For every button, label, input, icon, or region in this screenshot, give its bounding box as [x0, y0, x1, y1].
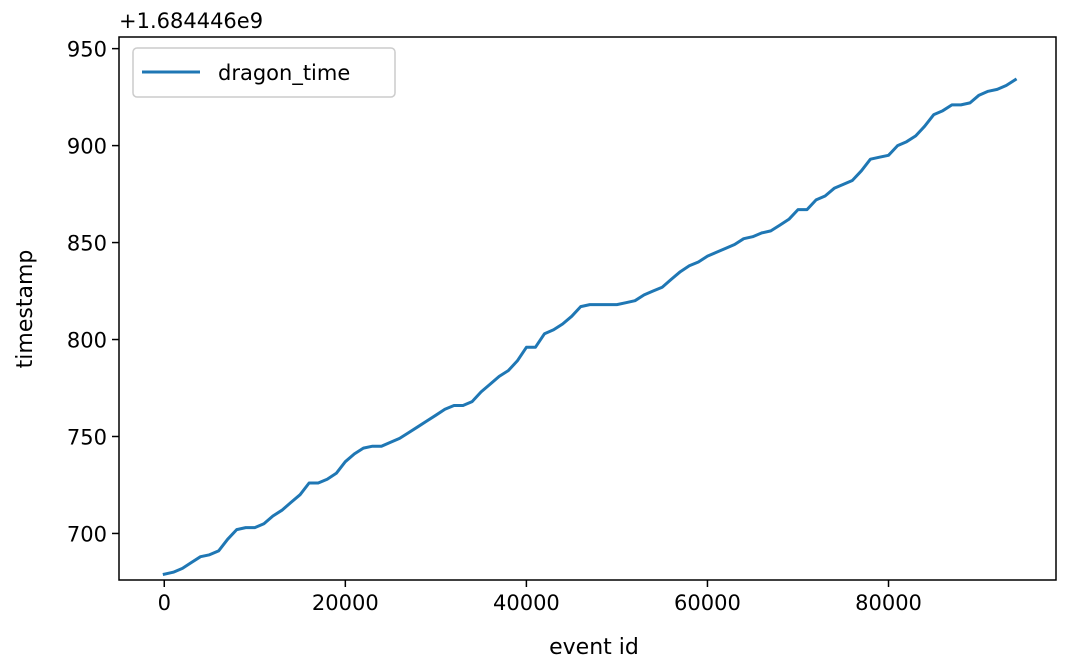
x-tick-label: 80000 [855, 591, 922, 615]
y-tick-label: 950 [67, 38, 107, 62]
y-tick-label: 800 [67, 329, 107, 353]
y-tick-label: 850 [67, 232, 107, 256]
x-tick-label: 60000 [674, 591, 741, 615]
x-axis-label: event id [549, 635, 639, 660]
y-axis-ticks: 700 750 800 850 900 950 [67, 38, 119, 546]
plot-area [119, 37, 1056, 580]
y-tick-label: 750 [67, 425, 107, 449]
x-tick-label: 0 [158, 591, 171, 615]
y-offset-label: +1.684446e9 [119, 9, 263, 33]
x-tick-label: 40000 [493, 591, 560, 615]
plot-frame [118, 36, 1057, 581]
x-axis-ticks: 0 20000 40000 60000 80000 [158, 580, 922, 615]
x-tick-label: 20000 [312, 591, 379, 615]
y-tick-label: 700 [67, 522, 107, 546]
y-axis-label: timestamp [13, 250, 38, 369]
y-tick-label: 900 [67, 135, 107, 159]
series-line-dragon-time [162, 77, 1018, 576]
legend: dragon_time [132, 47, 396, 98]
legend-box [132, 47, 396, 98]
series-layer [162, 77, 1018, 576]
legend-label-dragon-time: dragon_time [218, 61, 350, 86]
